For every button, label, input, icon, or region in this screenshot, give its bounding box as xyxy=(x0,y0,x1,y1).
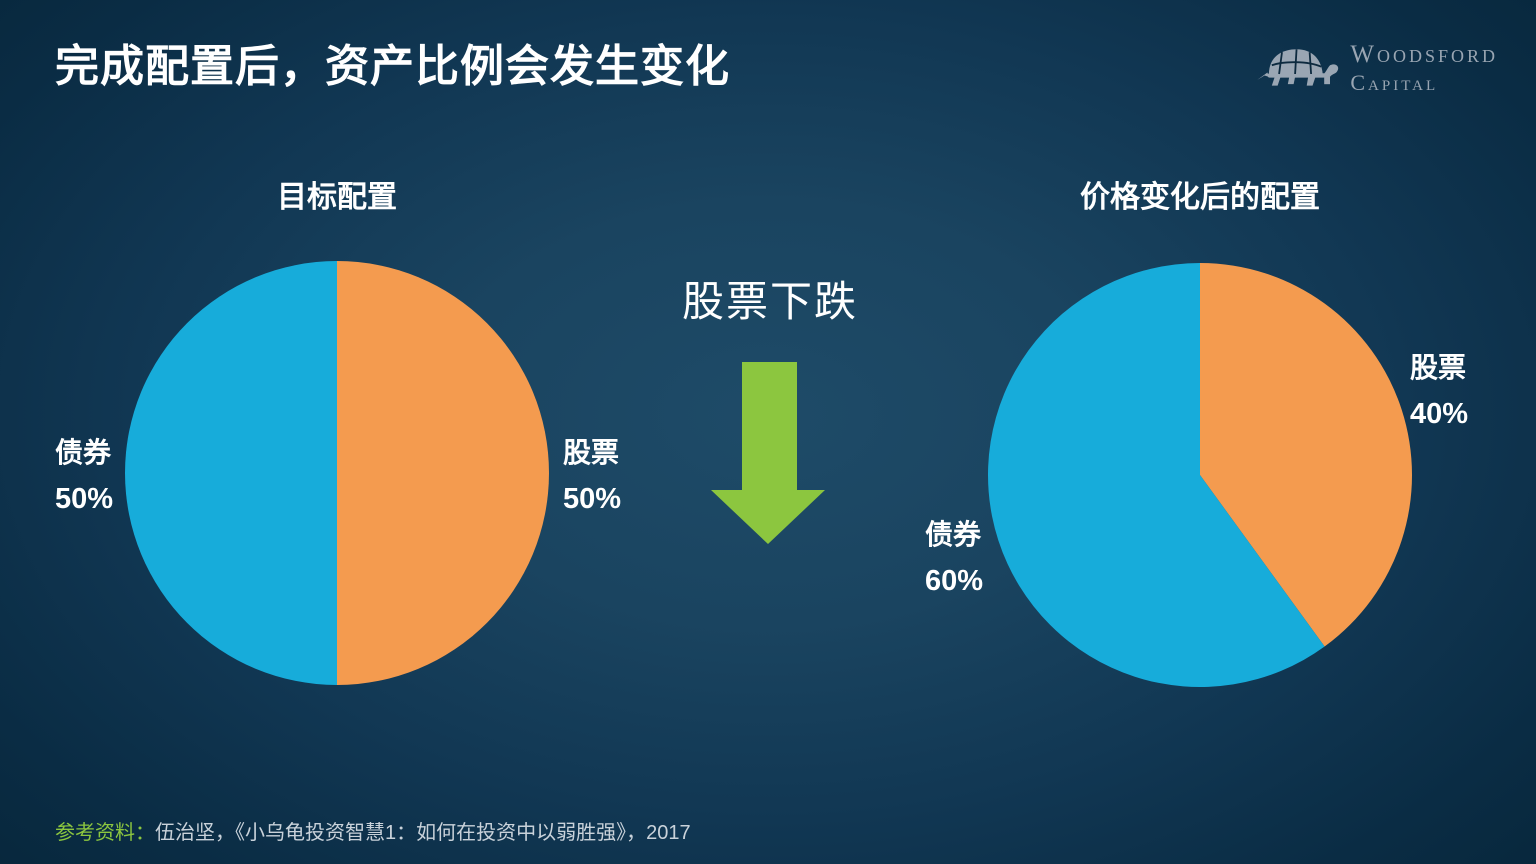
pie-slice-债券 xyxy=(125,261,337,685)
logo-text-line1: Woodsford xyxy=(1350,41,1498,68)
pie-slice-债券 xyxy=(988,263,1325,687)
pie-slice-股票 xyxy=(337,261,549,685)
logo-text-line2: Capital xyxy=(1350,70,1439,95)
label-text: 股票 xyxy=(1410,352,1467,383)
label-text: 债券 xyxy=(925,519,982,550)
company-logo: Woodsford Capital xyxy=(1254,40,1498,96)
footnote-text: 伍治坚，《小乌龟投资智慧1：如何在投资中以弱胜强》，2017 xyxy=(155,822,691,844)
right-pie-title: 价格变化后的配置 xyxy=(1080,181,1320,214)
label-percent: 60% xyxy=(925,565,984,597)
footnote: 参考资料：伍治坚，《小乌龟投资智慧1：如何在投资中以弱胜强》，2017 xyxy=(55,816,691,845)
down-arrow-shape xyxy=(711,362,825,544)
right-pie-bonds-label: 债券 60% xyxy=(925,512,983,604)
target-allocation-pie-chart xyxy=(125,261,549,685)
label-text: 股票 xyxy=(563,437,620,468)
label-percent: 50% xyxy=(563,483,622,515)
down-arrow-icon xyxy=(711,362,825,544)
left-pie-title: 目标配置 xyxy=(277,181,397,214)
stocks-fall-label: 股票下跌 xyxy=(681,278,858,325)
right-pie-stocks-label: 股票 40% xyxy=(1410,345,1468,437)
turtle-icon xyxy=(1254,42,1342,95)
footnote-prefix: 参考资料： xyxy=(55,822,155,844)
label-percent: 50% xyxy=(55,483,114,515)
page-title: 完成配置后，资产比例会发生变化 xyxy=(55,42,730,91)
label-percent: 40% xyxy=(1410,398,1469,430)
after-change-allocation-pie-chart xyxy=(988,263,1412,687)
label-text: 债券 xyxy=(55,437,112,468)
left-pie-bonds-label: 债券 50% xyxy=(55,430,113,522)
pie-slice-股票 xyxy=(1200,263,1412,647)
left-pie-stocks-label: 股票 50% xyxy=(563,430,621,522)
